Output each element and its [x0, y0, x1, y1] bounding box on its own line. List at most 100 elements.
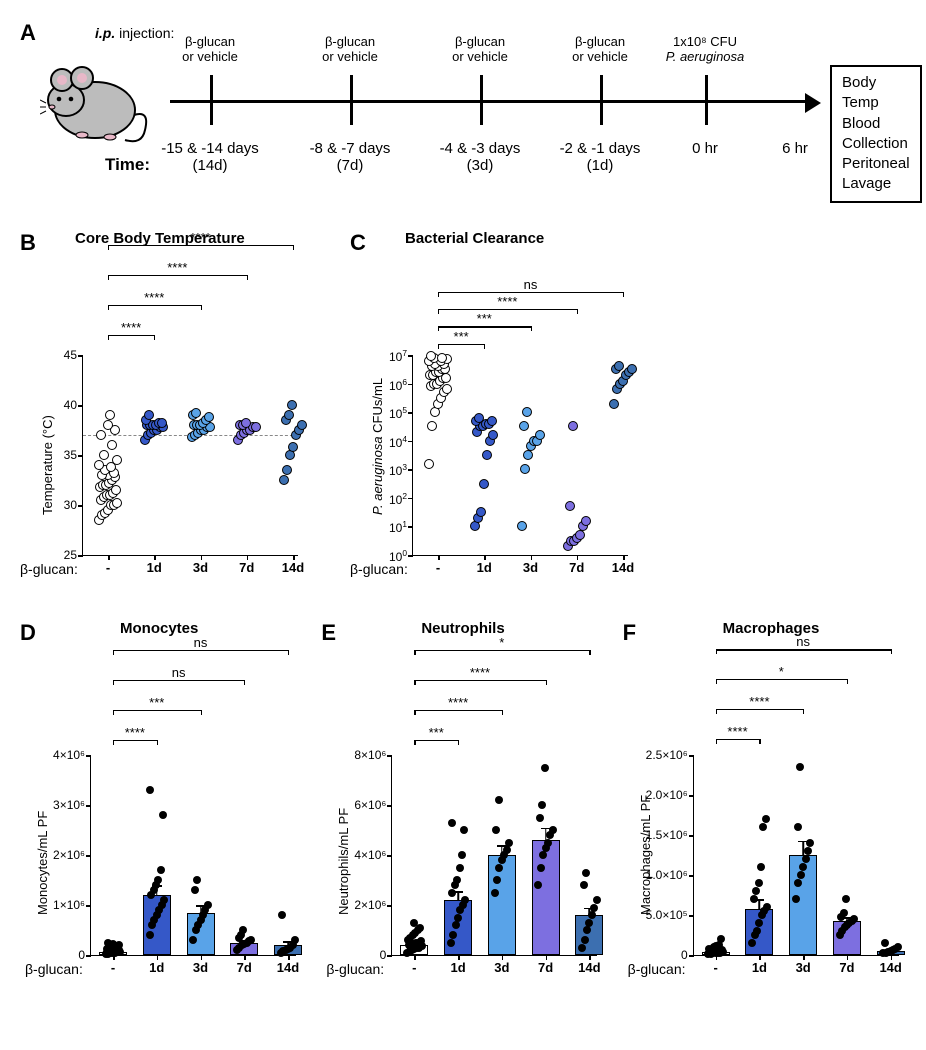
significance-bar: [108, 275, 247, 276]
data-point: [487, 416, 497, 426]
significance-cap: [847, 679, 848, 684]
x-tick: [201, 555, 203, 560]
significance-label: ****: [739, 694, 779, 709]
data-point: [535, 430, 545, 440]
data-point: [297, 420, 307, 430]
x-group-label: β-glucan:: [25, 961, 83, 977]
data-dot: [894, 943, 902, 951]
significance-cap: [716, 739, 717, 744]
significance-bar: [113, 650, 288, 651]
x-tick: [244, 955, 246, 960]
y-tick: [689, 875, 694, 877]
data-point: [523, 450, 533, 460]
significance-cap: [716, 679, 717, 684]
outcome-3: Peritoneal Lavage: [842, 154, 910, 195]
x-tick: [414, 955, 416, 960]
panel-E-label: E: [321, 620, 336, 646]
y-tick: [387, 955, 392, 957]
significance-cap: [803, 709, 804, 714]
significance-bar: [438, 344, 484, 345]
timeline-tick: [210, 75, 213, 125]
y-tick-label: 4×10⁶: [30, 748, 91, 762]
timeline-axis: [170, 100, 810, 103]
significance-cap: [108, 305, 109, 310]
y-tick: [408, 526, 413, 528]
y-tick: [86, 955, 91, 957]
significance-cap: [759, 739, 760, 744]
y-tick-label: 0: [633, 948, 694, 962]
data-point: [103, 420, 113, 430]
data-dot: [456, 864, 464, 872]
data-dot: [160, 896, 168, 904]
data-point: [94, 460, 104, 470]
significance-label: ***: [441, 329, 481, 344]
significance-cap: [414, 650, 415, 655]
chart-title: Bacterial Clearance: [405, 230, 544, 247]
x-tick: [759, 955, 761, 960]
significance-label: ****: [111, 320, 151, 335]
data-point: [284, 410, 294, 420]
data-dot: [549, 826, 557, 834]
x-tick: [484, 555, 486, 560]
data-dot: [104, 939, 112, 947]
data-dot: [193, 876, 201, 884]
y-tick: [408, 441, 413, 443]
significance-bar: [108, 305, 201, 306]
data-dot: [410, 919, 418, 927]
data-point: [112, 455, 122, 465]
significance-label: *: [482, 635, 522, 650]
significance-bar: [113, 740, 157, 741]
timeline-top-label: β-glucanor vehicle: [430, 35, 530, 65]
data-dot: [581, 936, 589, 944]
y-tick: [387, 905, 392, 907]
plot-area: 01×10⁶2×10⁶3×10⁶4×10⁶-1d3d7d14d*******ns…: [90, 755, 296, 956]
data-dot: [802, 855, 810, 863]
significance-bar: [414, 680, 545, 681]
data-dot: [539, 851, 547, 859]
data-point: [241, 418, 251, 428]
timeline-top-label: β-glucanor vehicle: [160, 35, 260, 65]
data-dot: [757, 863, 765, 871]
significance-cap: [247, 275, 248, 280]
panel-F: F Macrophages05.0×10⁵1.0×10⁶1.5×10⁶2.0×1…: [623, 620, 906, 1000]
significance-bar: [438, 292, 623, 293]
x-group-label: β-glucan:: [628, 961, 686, 977]
x-tick: [458, 955, 460, 960]
data-dot: [417, 937, 425, 945]
y-tick: [78, 505, 83, 507]
significance-cap: [438, 326, 439, 331]
data-dot: [583, 926, 591, 934]
significance-cap: [113, 680, 114, 685]
data-dot: [458, 851, 466, 859]
panel-A: A i.p. injection:: [20, 20, 906, 210]
x-tick: [438, 555, 440, 560]
y-tick: [78, 455, 83, 457]
data-point: [251, 422, 261, 432]
significance-cap: [414, 740, 415, 745]
data-dot: [239, 926, 247, 934]
panel-A-label: A: [20, 20, 36, 46]
data-dot: [588, 911, 596, 919]
y-tick: [86, 855, 91, 857]
y-tick: [387, 805, 392, 807]
data-dot: [460, 826, 468, 834]
y-tick-label: 2.5×10⁶: [633, 748, 694, 762]
data-dot: [750, 895, 758, 903]
plot-area: 2530354045-1d3d7d14d****************: [82, 355, 298, 556]
panel-C: C Bacterial Clearance1001011021031041051…: [350, 230, 650, 600]
data-dot: [537, 864, 545, 872]
data-dot: [448, 889, 456, 897]
data-dot: [492, 826, 500, 834]
y-tick: [689, 955, 694, 957]
y-axis-label: Monocytes/mL PF: [35, 811, 50, 915]
y-tick: [387, 855, 392, 857]
data-dot: [806, 839, 814, 847]
y-tick: [78, 355, 83, 357]
panel-D: D Monocytes01×10⁶2×10⁶3×10⁶4×10⁶-1d3d7d1…: [20, 620, 303, 1000]
data-dot: [752, 887, 760, 895]
data-dot: [840, 909, 848, 917]
data-point: [581, 516, 591, 526]
data-dot: [797, 871, 805, 879]
significance-cap: [502, 710, 503, 715]
significance-bar: [414, 650, 589, 651]
